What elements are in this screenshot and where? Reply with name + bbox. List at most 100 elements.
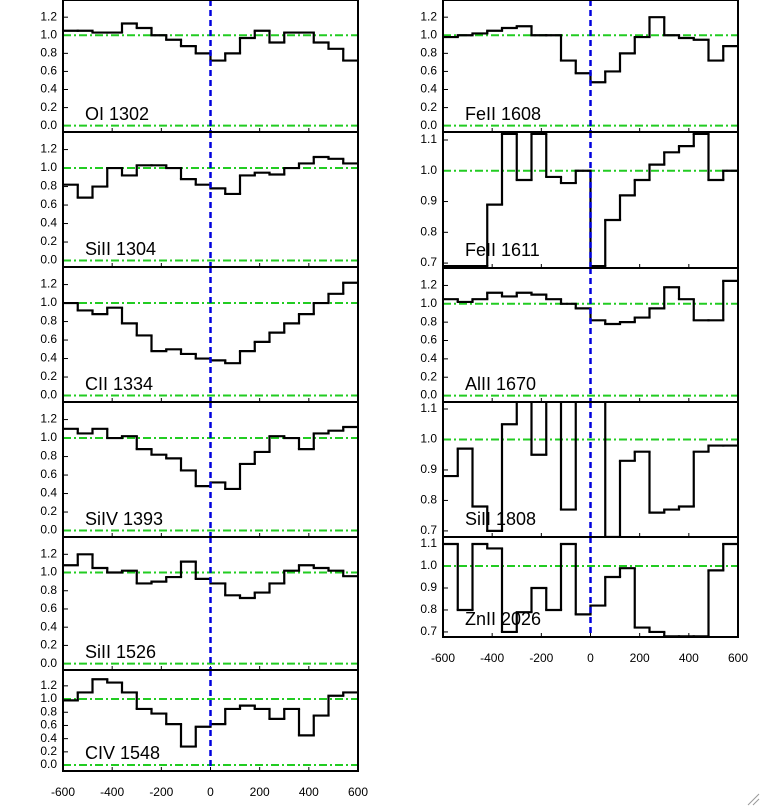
plot-area <box>63 670 358 771</box>
plot-area <box>443 402 738 537</box>
y-tick-label: 1.0 <box>420 432 437 446</box>
x-tick-label: -400 <box>480 651 504 665</box>
x-tick-label: 200 <box>630 651 650 665</box>
panel-label: SiIV 1393 <box>85 509 163 529</box>
y-tick-label: 0.4 <box>40 731 57 745</box>
y-tick-label: 0.8 <box>420 314 437 328</box>
y-tick-label: 1.0 <box>420 296 437 310</box>
y-tick-label: 0.8 <box>40 179 57 193</box>
y-tick-label: 1.0 <box>40 565 57 579</box>
plot-area <box>443 132 738 268</box>
y-tick-label: 1.1 <box>420 401 437 415</box>
panel: 0.7 0.8 0.9 1.0 1.1 FeII 1611 <box>420 131 739 269</box>
y-tick-label: 0.2 <box>420 369 437 383</box>
resize-grip <box>747 793 760 806</box>
y-tick-label: 1.1 <box>420 132 437 146</box>
y-tick-label: 1.0 <box>420 163 437 177</box>
y-tick-label: 0.0 <box>40 388 57 402</box>
panel-label: FeII 1608 <box>465 104 541 124</box>
panel-label: OI 1302 <box>85 104 149 124</box>
x-tick-label: 400 <box>679 651 699 665</box>
y-tick-label: 0.4 <box>40 619 57 633</box>
panel-label: SiII 1808 <box>465 509 536 529</box>
y-tick-label: 0.8 <box>420 224 437 238</box>
x-tick-label: 0 <box>207 785 214 799</box>
y-tick-label: 0.8 <box>40 46 57 60</box>
panel: 0.7 0.8 0.9 1.0 1.1 -600 -400 -200 0 200 400 600 ZnI… <box>420 536 748 665</box>
y-tick-label: 1.0 <box>420 558 437 572</box>
y-tick-label: 0.6 <box>40 332 57 346</box>
y-tick-label: 1.0 <box>40 430 57 444</box>
panel: 0.7 0.8 0.9 1.0 1.1 SiII 1808 <box>420 401 739 538</box>
panel: 0.0 0.2 0.4 0.6 0.8 1.0 1.2 SiIV 1393 <box>40 401 359 538</box>
y-tick-label: 1.0 <box>40 295 57 309</box>
y-tick-label: 0.8 <box>40 314 57 328</box>
panel: 0.0 0.2 0.4 0.6 0.8 1.0 1.2 OI 1302 <box>40 0 359 133</box>
panel: 0.0 0.2 0.4 0.6 0.8 1.0 1.2 SiII 1526 <box>40 536 359 671</box>
y-tick-label: 0.0 <box>40 757 57 771</box>
panel: 0.0 0.2 0.4 0.6 0.8 1.0 1.2 FeII 1608 <box>420 0 739 133</box>
panel-label: CII 1334 <box>85 374 153 394</box>
y-tick-label: 1.0 <box>420 27 437 41</box>
plot-area <box>63 0 358 132</box>
y-tick-label: 0.6 <box>40 718 57 732</box>
y-tick-label: 1.0 <box>40 27 57 41</box>
y-tick-label: 0.0 <box>40 656 57 670</box>
y-tick-label: 0.4 <box>40 351 57 365</box>
y-tick-label: 0.2 <box>40 369 57 383</box>
y-tick-label: 1.2 <box>40 412 57 426</box>
plot-area <box>63 402 358 537</box>
y-tick-label: 0.6 <box>40 467 57 481</box>
panel-label: FeII 1611 <box>465 240 540 260</box>
plot-area <box>443 268 738 402</box>
y-tick-label: 0.2 <box>40 744 57 758</box>
panel: 0.0 0.2 0.4 0.6 0.8 1.0 1.2 SiII 1304 <box>40 131 359 268</box>
y-tick-label: 0.0 <box>40 253 57 267</box>
y-tick-label: 0.0 <box>420 388 437 402</box>
plot-area <box>443 537 738 637</box>
y-tick-label: 1.2 <box>40 546 57 560</box>
y-tick-label: 0.2 <box>40 638 57 652</box>
x-tick-label: -600 <box>431 651 455 665</box>
y-tick-label: 0.9 <box>420 580 437 594</box>
panel-label: ZnII 2026 <box>465 609 541 629</box>
plot-area <box>443 0 738 132</box>
x-tick-label: -200 <box>529 651 553 665</box>
y-tick-label: 0.7 <box>420 523 437 537</box>
y-tick-label: 0.7 <box>420 624 437 638</box>
y-tick-label: 0.6 <box>420 64 437 78</box>
y-tick-label: 1.0 <box>40 691 57 705</box>
y-tick-label: 1.2 <box>40 678 57 692</box>
y-tick-label: 1.2 <box>40 9 57 23</box>
y-tick-label: 1.2 <box>420 278 437 292</box>
y-tick-label: 0.6 <box>420 333 437 347</box>
y-tick-label: 0.0 <box>420 118 437 132</box>
y-tick-label: 0.0 <box>40 523 57 537</box>
y-tick-label: 0.9 <box>420 462 437 476</box>
plot-area <box>63 537 358 670</box>
y-tick-label: 0.8 <box>40 449 57 463</box>
panel-frame <box>62 669 359 772</box>
panel: 0.0 0.2 0.4 0.6 0.8 1.0 1.2 CII 1334 <box>40 266 359 403</box>
panel-label: AlII 1670 <box>465 374 536 394</box>
y-tick-label: 0.8 <box>40 704 57 718</box>
x-tick-label: 0 <box>587 651 594 665</box>
y-tick-label: 1.1 <box>420 536 437 550</box>
y-tick-label: 0.8 <box>420 46 437 60</box>
y-tick-label: 0.6 <box>40 64 57 78</box>
y-tick-label: 1.2 <box>40 277 57 291</box>
y-tick-label: 0.7 <box>420 255 437 269</box>
panel-label: CIV 1548 <box>85 743 160 763</box>
y-tick-label: 0.9 <box>420 194 437 208</box>
y-tick-label: 0.2 <box>420 100 437 114</box>
y-tick-label: 0.4 <box>420 351 437 365</box>
y-tick-label: 0.0 <box>40 118 57 132</box>
x-tick-label: -200 <box>149 785 173 799</box>
y-tick-label: 0.8 <box>420 602 437 616</box>
y-tick-label: 0.6 <box>40 601 57 615</box>
y-tick-label: 1.0 <box>40 160 57 174</box>
y-tick-label: 0.2 <box>40 100 57 114</box>
y-tick-label: 0.2 <box>40 234 57 248</box>
